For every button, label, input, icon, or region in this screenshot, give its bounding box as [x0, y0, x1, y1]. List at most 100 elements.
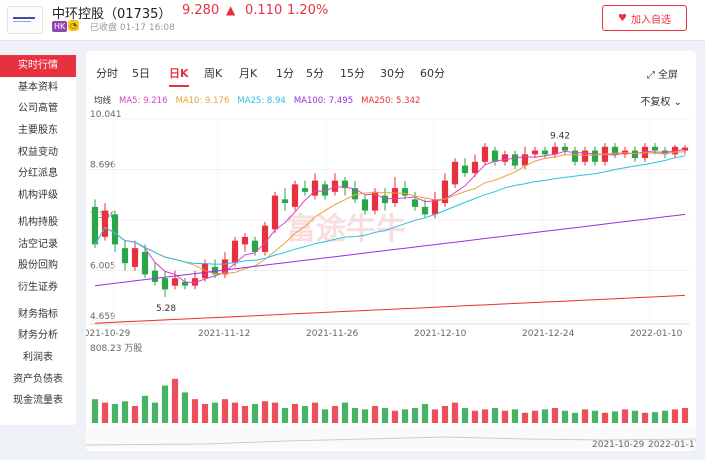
tab-period[interactable]: 1分 [276, 67, 294, 80]
sidebar-item[interactable]: 财务分析 [18, 330, 58, 342]
fullscreen-label: 全屏 [658, 70, 678, 81]
volume-bar [191, 399, 199, 423]
sidebar-item[interactable]: 主要股东 [18, 125, 58, 137]
volume-bar [111, 403, 119, 423]
volume-bar [331, 406, 339, 423]
sidebar-item[interactable]: 财务指标 [18, 308, 58, 320]
volume-bar [351, 408, 359, 423]
candle-body [441, 180, 449, 204]
candle-body [401, 188, 409, 196]
candle-body [481, 146, 489, 162]
sidebar-item[interactable]: 机构评级 [18, 190, 58, 202]
candle-body [121, 248, 129, 264]
sidebar-item[interactable]: 衍生证券 [18, 281, 58, 293]
tab-period[interactable]: 5日 [132, 67, 150, 80]
sidebar-item[interactable]: 实时行情 [0, 55, 76, 77]
ma25-line [94, 155, 686, 265]
tab-period[interactable]: 月K [239, 67, 258, 80]
sidebar-item[interactable]: 分红派息 [18, 168, 58, 180]
candle-body [511, 154, 519, 166]
x-axis-tick-label: 2021-11-12 [198, 329, 250, 339]
candle-body [281, 199, 289, 204]
add-to-watchlist-button[interactable]: ♥ 加入自选 [602, 5, 687, 31]
volume-bar [411, 408, 419, 423]
expand-icon: ⤢ [646, 70, 655, 81]
tab-period[interactable]: 日K [169, 67, 189, 80]
candle-body [501, 154, 509, 162]
volume-bar [441, 406, 449, 423]
sidebar-item[interactable]: 公司高管 [18, 103, 58, 115]
volume-bar [671, 409, 679, 423]
watermark: 富途牛牛 [286, 212, 406, 247]
candle-body [191, 278, 199, 286]
candle-body [461, 165, 469, 174]
volume-bar [181, 392, 189, 423]
sidebar-item[interactable]: 权益变动 [18, 146, 58, 158]
candle-body [321, 184, 329, 196]
sidebar-item[interactable]: 基本资料 [18, 81, 58, 93]
sidebar-item[interactable]: 机构持股 [18, 216, 58, 228]
volume-bar [231, 402, 239, 423]
price-change-percent: 1.20% [287, 3, 329, 18]
sidebar-item[interactable]: 沽空记录 [18, 238, 58, 250]
volume-bar [161, 385, 169, 423]
volume-bar [131, 406, 139, 423]
volume-bar [651, 412, 659, 423]
x-axis-tick-label: 2021-10-29 [86, 329, 131, 339]
candle-body [241, 236, 249, 245]
volume-bar [121, 401, 129, 423]
volume-bar [211, 402, 219, 423]
tab-period[interactable]: 分时 [96, 67, 118, 80]
fullscreen-button[interactable]: ⤢ 全屏 [647, 66, 678, 81]
y-axis-tick-label: 6.005 [90, 261, 116, 271]
volume-bar [241, 406, 249, 423]
volume-bar [491, 408, 499, 423]
candle-body [491, 150, 499, 162]
x-axis-tick-label: 2021-12-10 [414, 329, 467, 339]
tab-period[interactable]: 15分 [340, 67, 365, 80]
ma10-line [94, 151, 686, 275]
sidebar-nav: 实时行情基本资料公司高管主要股东权益变动分红派息机构评级机构持股沽空记录股份回购… [0, 55, 76, 425]
candle-body [301, 188, 309, 192]
sidebar-item[interactable]: 股份回购 [18, 260, 58, 272]
candle-body [551, 146, 559, 155]
candle-body [521, 154, 529, 166]
candle-body [371, 191, 379, 211]
price-change: 0.110 [245, 3, 283, 18]
ma-legend-item: MA5: 9.216 [119, 96, 168, 106]
adjustment-dropdown[interactable]: 不复权 ⌄ [640, 93, 682, 108]
sidebar-item[interactable]: 现金流量表 [13, 395, 63, 407]
high-price-annotation: 9.42 [550, 131, 570, 141]
volume-bar [321, 409, 329, 423]
heart-icon: ♥ [618, 12, 627, 24]
volume-bar [341, 402, 349, 423]
tab-period[interactable]: 30分 [380, 67, 405, 80]
add-to-watchlist-label: 加入自选 [630, 14, 671, 26]
candle-body [681, 147, 689, 151]
stock-price: 9.280 [182, 3, 220, 18]
volume-bar [381, 408, 389, 423]
candle-body [251, 240, 259, 252]
candlestick-chart[interactable]: 10.0418.6967.3506.0054.6592021-10-292021… [86, 109, 696, 451]
candle-body [351, 188, 359, 200]
range-end-label: 2022-01-17 [648, 440, 696, 450]
sidebar-item[interactable]: 利润表 [23, 351, 53, 363]
trading-status-icon: ◔ [68, 20, 79, 31]
x-axis-tick-label: 2022-01-10 [630, 329, 683, 339]
x-axis-tick-label: 2021-11-26 [306, 329, 359, 339]
candle-body [171, 278, 179, 286]
volume-bar [101, 402, 109, 423]
sidebar-item[interactable]: 资产负债表 [13, 373, 63, 385]
volume-bar [141, 395, 149, 423]
y-axis-tick-label: 4.659 [90, 312, 116, 322]
volume-bar [451, 402, 459, 423]
volume-bar [291, 403, 299, 423]
tab-period[interactable]: 周K [204, 67, 223, 80]
y-axis-tick-label: 8.696 [90, 160, 116, 170]
volume-bar [541, 409, 549, 423]
tab-period[interactable]: 5分 [306, 67, 324, 80]
candle-body [131, 248, 139, 267]
tab-period[interactable]: 60分 [420, 67, 445, 80]
candle-body [231, 240, 239, 264]
up-arrow-icon: ▲ [226, 3, 236, 17]
